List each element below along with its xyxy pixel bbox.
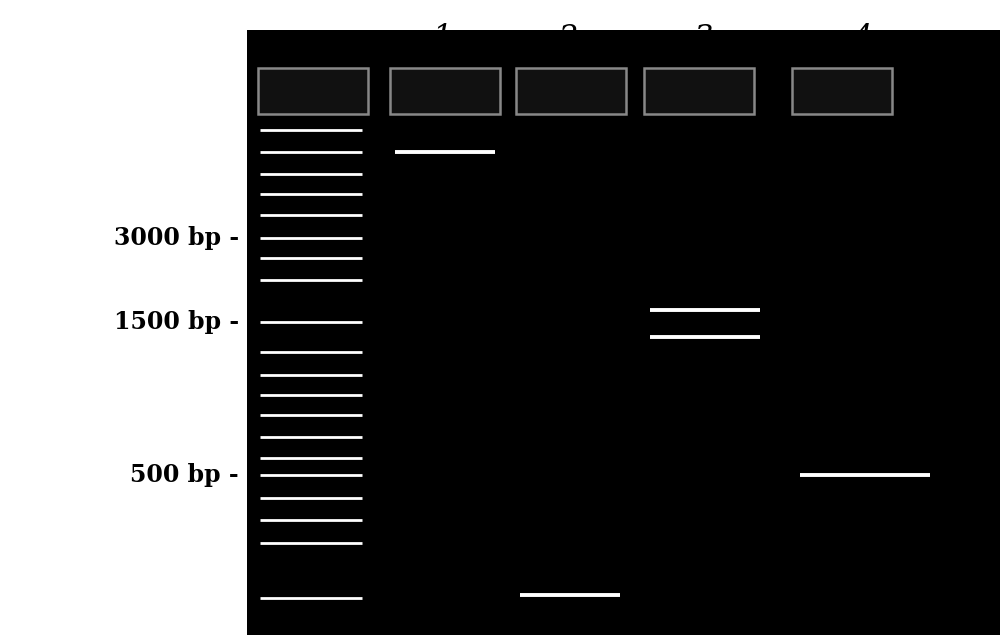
Bar: [644, 68, 754, 114]
Bar: [516, 68, 626, 114]
Text: 4: 4: [852, 23, 872, 53]
Bar: [258, 68, 368, 114]
Bar: [792, 68, 892, 114]
Text: 3: 3: [693, 23, 713, 53]
Text: 1: 1: [433, 23, 453, 53]
Text: 1500 bp -: 1500 bp -: [114, 310, 239, 334]
Text: 3000 bp -: 3000 bp -: [114, 226, 239, 250]
Text: 500 bp -: 500 bp -: [130, 463, 239, 487]
Text: 2: 2: [558, 23, 578, 53]
Bar: [390, 68, 500, 114]
Bar: [247, 30, 1000, 635]
